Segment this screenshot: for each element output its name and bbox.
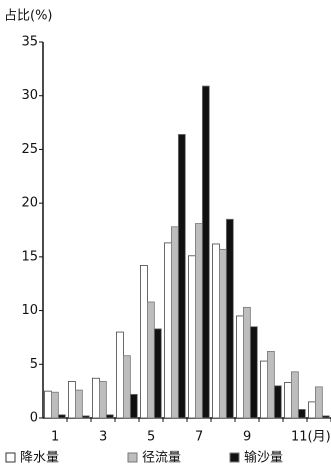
bar [249, 326, 258, 419]
bar [225, 218, 234, 419]
legend-swatch [127, 452, 138, 463]
y-tick-label: 5 [30, 357, 38, 372]
bar [44, 390, 52, 419]
bar [123, 355, 131, 419]
y-tick-label: 25 [21, 142, 38, 157]
legend-swatch [5, 452, 16, 463]
bar [129, 393, 138, 419]
x-tick-label: 5 [147, 430, 155, 445]
bar [201, 85, 210, 419]
bar [242, 306, 251, 419]
x-tick-label: 11(月) [291, 430, 331, 445]
legend-label: 输沙量 [244, 450, 283, 466]
bar [99, 381, 107, 419]
bar [140, 265, 148, 419]
y-tick-label: 20 [21, 196, 38, 211]
y-axis-label: 占比(%) [4, 9, 53, 24]
legend-swatch [229, 452, 240, 463]
bar [170, 226, 179, 419]
legend-label: 径流量 [142, 451, 181, 466]
bar [177, 133, 186, 419]
bar [153, 328, 162, 419]
bar [290, 371, 299, 419]
legend-label: 降水量 [20, 451, 59, 466]
bar [57, 414, 66, 419]
y-tick-label: 10 [21, 303, 38, 318]
bar [75, 389, 83, 419]
bar [68, 381, 76, 419]
bar [321, 415, 330, 419]
bar [146, 301, 155, 419]
bar [212, 243, 220, 419]
bar [194, 223, 203, 419]
bar [308, 401, 316, 419]
bar [260, 360, 268, 419]
bar [273, 385, 282, 419]
y-tick-label: 35 [21, 35, 38, 50]
bar [51, 391, 59, 419]
x-tick-label: 1 [51, 430, 59, 445]
bar [266, 350, 275, 419]
x-tick-label: 3 [99, 430, 107, 445]
bar [92, 377, 100, 419]
bar [314, 386, 323, 419]
x-tick-label: 7 [195, 430, 203, 445]
y-tick-label: 15 [21, 249, 38, 264]
y-tick-label: 30 [21, 88, 38, 103]
bar [105, 414, 114, 419]
bar [297, 409, 306, 419]
bar [164, 242, 172, 419]
x-tick-label: 9 [243, 430, 251, 445]
bar [218, 248, 227, 419]
y-tick-label: 0 [30, 411, 38, 426]
bar [188, 255, 196, 419]
bar [81, 415, 90, 419]
bar [236, 315, 244, 419]
bar [116, 331, 124, 419]
bar [284, 382, 292, 419]
